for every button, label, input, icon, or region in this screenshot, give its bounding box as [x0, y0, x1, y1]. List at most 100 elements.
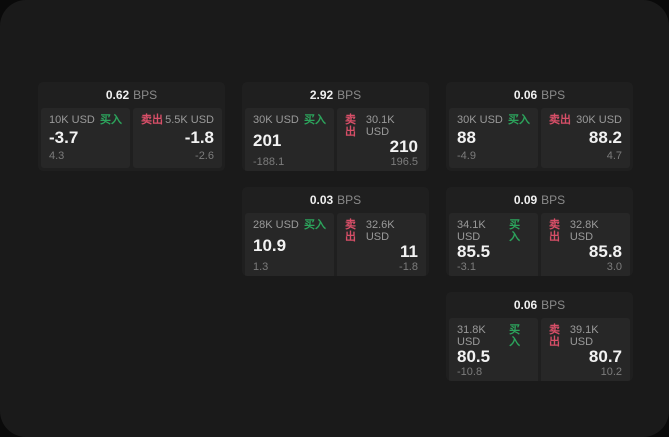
sell-panel[interactable]: 卖出 5.5K USD -1.8 -2.6 [133, 108, 222, 168]
buy-amount-label: 31.8K USD [457, 324, 486, 348]
quote-card-body: 30K USD 买入 88 -4.9 卖出 30K USD 88.2 4.7 [449, 108, 630, 168]
buy-amount-label: 28K USD [253, 219, 299, 231]
quote-card-header: 0.06 BPS [446, 82, 633, 108]
buy-price-value: 201 [253, 131, 282, 150]
bps-value: 0.03 [309, 193, 334, 207]
sell-side-label: 卖出 [141, 114, 163, 126]
quote-card: 2.92 BPS 30K USD 买入 201 -188.1 卖出 30.1K … [242, 82, 429, 171]
sell-sub-value: 10.2 [600, 366, 622, 378]
bps-unit-label: BPS [541, 298, 566, 312]
bps-unit-label: BPS [133, 88, 158, 102]
sell-amount-label: 32.8K USD [569, 219, 599, 243]
buy-panel-top-row: 10K USD 买入 [49, 114, 122, 126]
buy-sub-value: 1.3 [253, 261, 269, 273]
sell-panel-top-row: 卖出 39.1K USD [549, 324, 622, 348]
quote-card-body: 34.1K USD 买入 85.5 -3.1 卖出 32.8K USD 85.8… [449, 213, 630, 276]
buy-price-value: 80.5 [457, 347, 491, 366]
sell-side-label: 卖出 [549, 219, 560, 243]
sell-price-value: 88.2 [588, 128, 622, 147]
sell-amount-label: 39.1K USD [569, 324, 599, 348]
buy-sub-value: -10.8 [457, 366, 483, 378]
quote-card-header: 0.62 BPS [38, 82, 225, 108]
bps-value: 0.06 [513, 298, 538, 312]
bps-unit-label: BPS [337, 193, 362, 207]
buy-amount-label: 34.1K USD [457, 219, 486, 243]
buy-panel[interactable]: 30K USD 买入 88 -4.9 [449, 108, 538, 168]
buy-side-label: 买入 [100, 114, 122, 126]
buy-panel[interactable]: 30K USD 买入 201 -188.1 [245, 108, 334, 171]
sell-sub-value: -2.6 [195, 150, 214, 162]
buy-panel-top-row: 30K USD 买入 [457, 114, 530, 126]
sell-panel[interactable]: 卖出 39.1K USD 80.7 10.2 [541, 318, 630, 381]
sell-price-value: -1.8 [184, 128, 214, 147]
buy-panel[interactable]: 10K USD 买入 -3.7 4.3 [41, 108, 130, 168]
quote-card: 0.03 BPS 28K USD 买入 10.9 1.3 卖出 32.6K US… [242, 187, 429, 276]
buy-sub-value: -188.1 [253, 156, 285, 168]
sell-sub-value: 196.5 [390, 156, 418, 168]
buy-price-value: 10.9 [253, 236, 287, 255]
sell-side-label: 卖出 [345, 219, 356, 243]
bps-value: 0.62 [105, 88, 130, 102]
quote-card-body: 31.8K USD 买入 80.5 -10.8 卖出 39.1K USD 80.… [449, 318, 630, 381]
buy-panel[interactable]: 28K USD 买入 10.9 1.3 [245, 213, 334, 276]
buy-amount-label: 10K USD [49, 114, 95, 126]
sell-panel[interactable]: 卖出 32.6K USD 11 -1.8 [337, 213, 426, 276]
buy-panel[interactable]: 34.1K USD 买入 85.5 -3.1 [449, 213, 538, 276]
quote-card-header: 0.03 BPS [242, 187, 429, 213]
buy-amount-label: 30K USD [457, 114, 503, 126]
sell-amount-label: 32.6K USD [365, 219, 395, 243]
buy-price-value: 85.5 [457, 242, 491, 261]
quote-card-body: 10K USD 买入 -3.7 4.3 卖出 5.5K USD -1.8 -2.… [41, 108, 222, 168]
sell-panel[interactable]: 卖出 30.1K USD 210 196.5 [337, 108, 426, 171]
buy-amount-label: 30K USD [253, 114, 299, 126]
sell-side-label: 卖出 [549, 324, 560, 348]
sell-sub-value: 3.0 [606, 261, 622, 273]
sell-amount-label: 30.1K USD [365, 114, 395, 138]
buy-price-value: 88 [457, 128, 476, 147]
sell-panel-top-row: 卖出 30K USD [549, 114, 622, 126]
buy-side-label: 买入 [509, 324, 521, 348]
sell-panel-top-row: 卖出 32.8K USD [549, 219, 622, 243]
bps-value: 0.06 [513, 88, 538, 102]
quote-card-header: 0.09 BPS [446, 187, 633, 213]
quote-card: 0.09 BPS 34.1K USD 买入 85.5 -3.1 卖出 32.8K… [446, 187, 633, 276]
buy-side-label: 买入 [304, 114, 326, 126]
buy-sub-value: 4.3 [49, 150, 65, 162]
sell-panel[interactable]: 卖出 30K USD 88.2 4.7 [541, 108, 630, 168]
sell-sub-value: -1.8 [399, 261, 418, 273]
bps-value: 2.92 [309, 88, 334, 102]
quote-card-body: 28K USD 买入 10.9 1.3 卖出 32.6K USD 11 -1.8 [245, 213, 426, 276]
sell-price-value: 11 [400, 242, 418, 261]
sell-price-value: 85.8 [588, 242, 622, 261]
quote-card: 0.62 BPS 10K USD 买入 -3.7 4.3 卖出 5.5K USD… [38, 82, 225, 171]
sell-price-value: 210 [389, 137, 418, 156]
bps-unit-label: BPS [337, 88, 362, 102]
buy-side-label: 买入 [304, 219, 326, 231]
bps-value: 0.09 [513, 193, 538, 207]
quote-card: 0.06 BPS 31.8K USD 买入 80.5 -10.8 卖出 39.1… [446, 292, 633, 381]
quote-card: 0.06 BPS 30K USD 买入 88 -4.9 卖出 30K USD 8… [446, 82, 633, 171]
buy-sub-value: -3.1 [457, 261, 476, 273]
bps-unit-label: BPS [541, 193, 566, 207]
sell-side-label: 卖出 [549, 114, 571, 126]
buy-panel-top-row: 28K USD 买入 [253, 219, 326, 231]
buy-panel-top-row: 31.8K USD 买入 [457, 324, 530, 348]
buy-panel-top-row: 30K USD 买入 [253, 114, 326, 126]
buy-sub-value: -4.9 [457, 150, 476, 162]
buy-side-label: 买入 [508, 114, 530, 126]
sell-price-value: 80.7 [588, 347, 622, 366]
buy-panel-top-row: 34.1K USD 买入 [457, 219, 530, 243]
sell-panel[interactable]: 卖出 32.8K USD 85.8 3.0 [541, 213, 630, 276]
quote-card-header: 2.92 BPS [242, 82, 429, 108]
sell-amount-label: 30K USD [576, 114, 622, 126]
buy-side-label: 买入 [509, 219, 521, 243]
sell-amount-label: 5.5K USD [165, 114, 214, 126]
sell-panel-top-row: 卖出 32.6K USD [345, 219, 418, 243]
buy-panel[interactable]: 31.8K USD 买入 80.5 -10.8 [449, 318, 538, 381]
buy-price-value: -3.7 [49, 128, 79, 147]
sell-panel-top-row: 卖出 5.5K USD [141, 114, 214, 126]
sell-sub-value: 4.7 [606, 150, 622, 162]
sell-panel-top-row: 卖出 30.1K USD [345, 114, 418, 138]
quote-card-header: 0.06 BPS [446, 292, 633, 318]
